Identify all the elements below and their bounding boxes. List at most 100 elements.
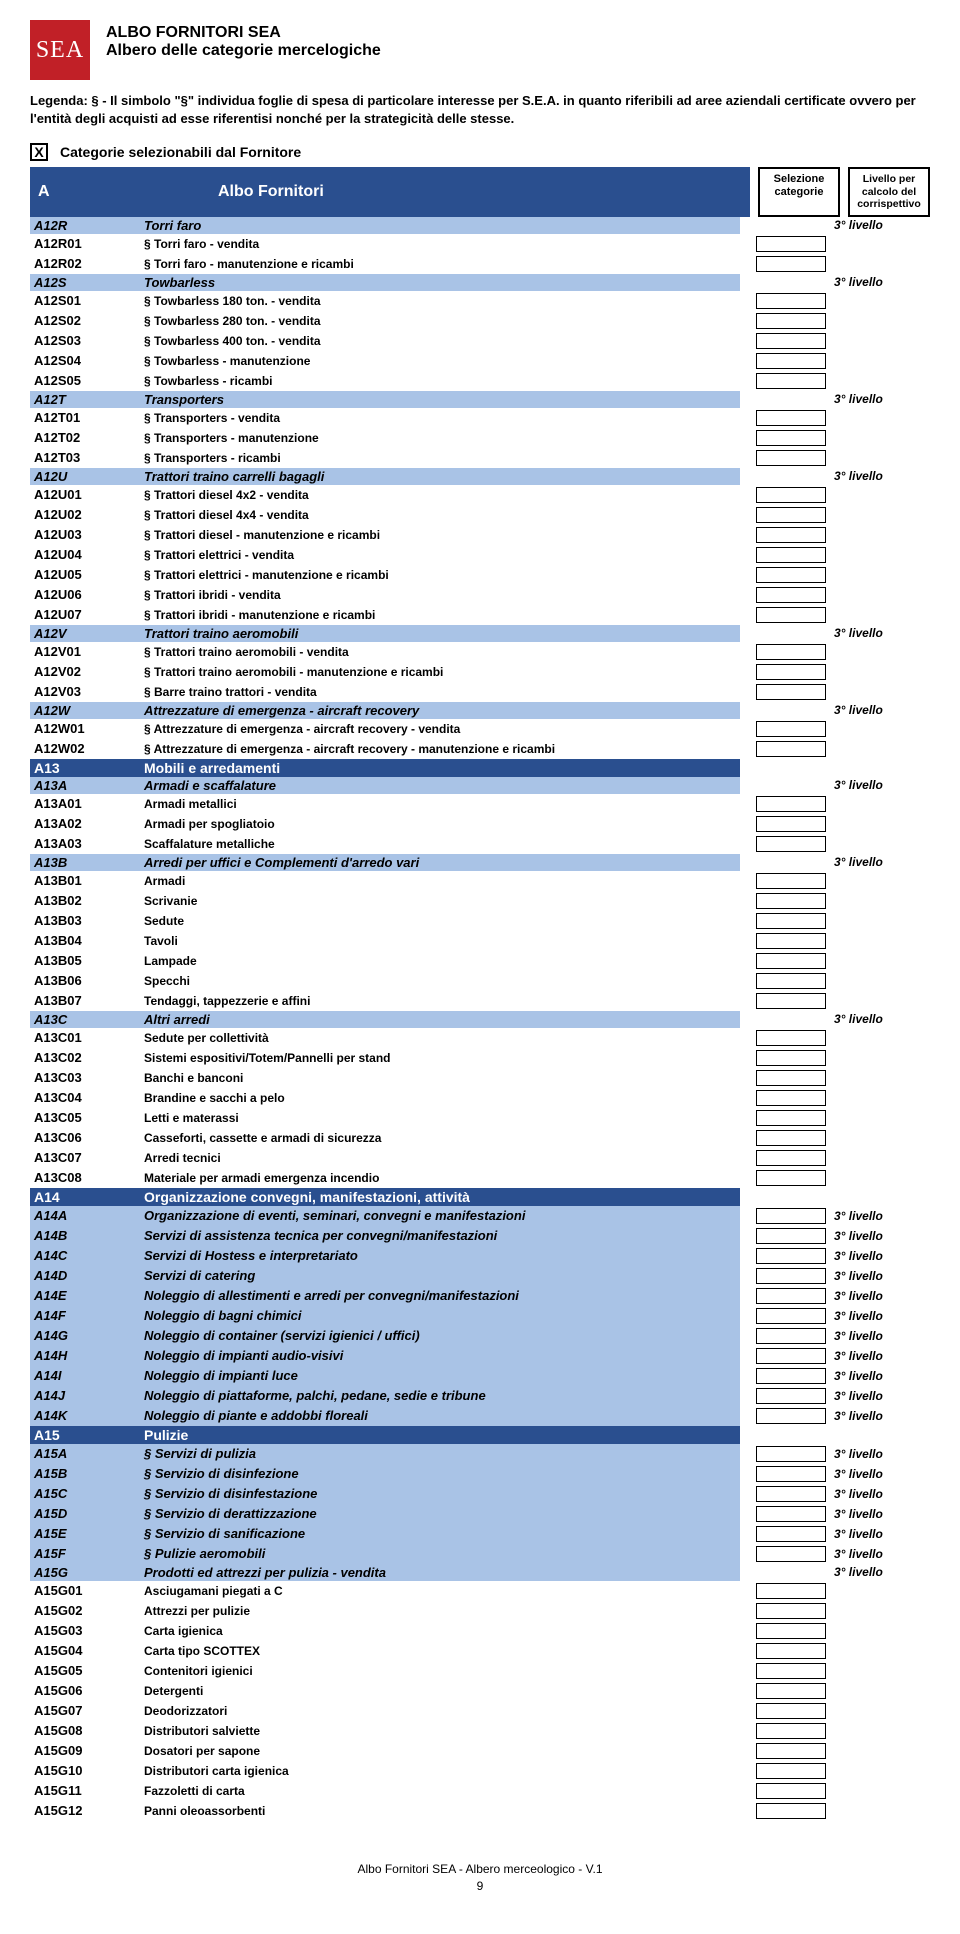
selection-checkbox[interactable]: [756, 1388, 826, 1404]
selection-checkbox[interactable]: [756, 1228, 826, 1244]
selection-checkbox[interactable]: [756, 1526, 826, 1542]
selection-checkbox[interactable]: [756, 1070, 826, 1086]
category-description: § Torri faro - vendita: [140, 234, 740, 254]
selection-checkbox[interactable]: [756, 527, 826, 543]
category-code: A15G03: [30, 1621, 140, 1641]
selection-checkbox[interactable]: [756, 1663, 826, 1679]
selection-checkbox[interactable]: [756, 1308, 826, 1324]
selection-checkbox[interactable]: [756, 1170, 826, 1186]
checkbox-x-icon: X: [30, 143, 48, 161]
table-row: A15G03Carta igienica: [30, 1621, 930, 1641]
level-cell: [830, 1426, 930, 1444]
selection-checkbox[interactable]: [756, 1546, 826, 1562]
selection-cell: [740, 605, 830, 625]
selection-checkbox[interactable]: [756, 933, 826, 949]
selection-checkbox[interactable]: [756, 1368, 826, 1384]
selection-cell: [740, 331, 830, 351]
selection-checkbox[interactable]: [756, 333, 826, 349]
selection-checkbox[interactable]: [756, 1208, 826, 1224]
selection-checkbox[interactable]: [756, 644, 826, 660]
selection-checkbox[interactable]: [756, 953, 826, 969]
table-row: A12UTrattori traino carrelli bagagli3° l…: [30, 468, 930, 485]
table-row: A12W02§ Attrezzature di emergenza - airc…: [30, 739, 930, 759]
selection-checkbox[interactable]: [756, 293, 826, 309]
selection-checkbox[interactable]: [756, 913, 826, 929]
selection-checkbox[interactable]: [756, 741, 826, 757]
selection-checkbox[interactable]: [756, 1348, 826, 1364]
selection-checkbox[interactable]: [756, 721, 826, 737]
level-cell: [830, 971, 930, 991]
selection-checkbox[interactable]: [756, 816, 826, 832]
selection-checkbox[interactable]: [756, 1268, 826, 1284]
selection-checkbox[interactable]: [756, 1743, 826, 1759]
selection-cell: [740, 1504, 830, 1524]
selection-checkbox[interactable]: [756, 1703, 826, 1719]
selection-checkbox[interactable]: [756, 567, 826, 583]
selection-checkbox[interactable]: [756, 313, 826, 329]
selection-checkbox[interactable]: [756, 1328, 826, 1344]
selection-checkbox[interactable]: [756, 410, 826, 426]
selection-checkbox[interactable]: [756, 1643, 826, 1659]
selection-checkbox[interactable]: [756, 1803, 826, 1819]
selection-checkbox[interactable]: [756, 1446, 826, 1462]
level-cell: [830, 991, 930, 1011]
selection-cell: [740, 1028, 830, 1048]
level-cell: 3° livello: [830, 1326, 930, 1346]
category-code: A13B06: [30, 971, 140, 991]
selection-checkbox[interactable]: [756, 1288, 826, 1304]
selection-cell: [740, 485, 830, 505]
selection-checkbox[interactable]: [756, 1783, 826, 1799]
selection-checkbox[interactable]: [756, 1466, 826, 1482]
selection-checkbox[interactable]: [756, 1248, 826, 1264]
selection-checkbox[interactable]: [756, 353, 826, 369]
selection-checkbox[interactable]: [756, 373, 826, 389]
selection-checkbox[interactable]: [756, 1110, 826, 1126]
selection-checkbox[interactable]: [756, 796, 826, 812]
selection-cell: [740, 682, 830, 702]
selection-checkbox[interactable]: [756, 236, 826, 252]
selection-checkbox[interactable]: [756, 1486, 826, 1502]
selection-checkbox[interactable]: [756, 256, 826, 272]
table-row: A15Pulizie: [30, 1426, 930, 1444]
selection-checkbox[interactable]: [756, 993, 826, 1009]
selection-checkbox[interactable]: [756, 1723, 826, 1739]
category-code: A12U05: [30, 565, 140, 585]
level-cell: 3° livello: [830, 1386, 930, 1406]
selection-checkbox[interactable]: [756, 1683, 826, 1699]
selection-checkbox[interactable]: [756, 607, 826, 623]
selection-checkbox[interactable]: [756, 1030, 826, 1046]
selection-checkbox[interactable]: [756, 1408, 826, 1424]
category-code: A12U02: [30, 505, 140, 525]
selection-checkbox[interactable]: [756, 873, 826, 889]
selection-checkbox[interactable]: [756, 450, 826, 466]
selection-checkbox[interactable]: [756, 547, 826, 563]
selection-checkbox[interactable]: [756, 1763, 826, 1779]
page-header: SEA ALBO FORNITORI SEA Albero delle cate…: [30, 20, 930, 80]
selection-checkbox[interactable]: [756, 507, 826, 523]
selection-checkbox[interactable]: [756, 664, 826, 680]
selection-checkbox[interactable]: [756, 1130, 826, 1146]
selection-checkbox[interactable]: [756, 973, 826, 989]
category-description: Noleggio di piattaforme, palchi, pedane,…: [140, 1386, 740, 1406]
selection-checkbox[interactable]: [756, 836, 826, 852]
selection-checkbox[interactable]: [756, 1506, 826, 1522]
selection-checkbox[interactable]: [756, 587, 826, 603]
category-code: A14: [30, 1188, 140, 1206]
selection-checkbox[interactable]: [756, 1623, 826, 1639]
category-code: A13B: [30, 854, 140, 871]
category-description: Scrivanie: [140, 891, 740, 911]
selection-cell: [740, 1108, 830, 1128]
selection-checkbox[interactable]: [756, 430, 826, 446]
selection-checkbox[interactable]: [756, 1090, 826, 1106]
selection-checkbox[interactable]: [756, 893, 826, 909]
selection-checkbox[interactable]: [756, 1050, 826, 1066]
category-code: A14I: [30, 1366, 140, 1386]
selection-checkbox[interactable]: [756, 684, 826, 700]
level-cell: 3° livello: [830, 1484, 930, 1504]
selection-cell: [740, 391, 830, 408]
selection-checkbox[interactable]: [756, 1150, 826, 1166]
selection-checkbox[interactable]: [756, 487, 826, 503]
selection-checkbox[interactable]: [756, 1603, 826, 1619]
category-description: Trattori traino aeromobili: [140, 625, 740, 642]
selection-checkbox[interactable]: [756, 1583, 826, 1599]
